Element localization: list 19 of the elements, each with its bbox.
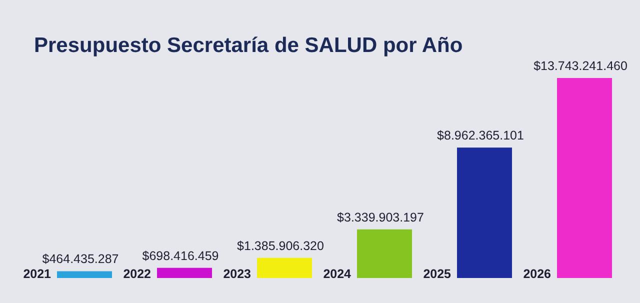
data-label: $464.435.287 — [42, 252, 119, 266]
data-label: $8.962.365.101 — [437, 128, 524, 143]
data-label: $698.416.459 — [142, 248, 219, 263]
x-tick-label: 2022 — [123, 267, 152, 281]
bar — [257, 258, 312, 278]
bar — [557, 78, 612, 278]
x-tick-label: 2023 — [223, 267, 252, 281]
x-tick-label: 2024 — [323, 267, 352, 281]
x-tick-label: 2026 — [523, 267, 552, 281]
x-tick-label: 2025 — [423, 267, 452, 281]
x-tick-label: 2021 — [23, 267, 52, 281]
bar — [57, 271, 112, 278]
data-label: $3.339.903.197 — [337, 210, 424, 224]
bar — [357, 229, 412, 278]
bar — [457, 148, 512, 278]
data-label: $13.743.241.460 — [534, 59, 628, 73]
bar — [157, 268, 212, 278]
chart-title: Presupuesto Secretaría de SALUD por Año — [34, 34, 463, 57]
data-label: $1.385.906.320 — [237, 238, 324, 253]
